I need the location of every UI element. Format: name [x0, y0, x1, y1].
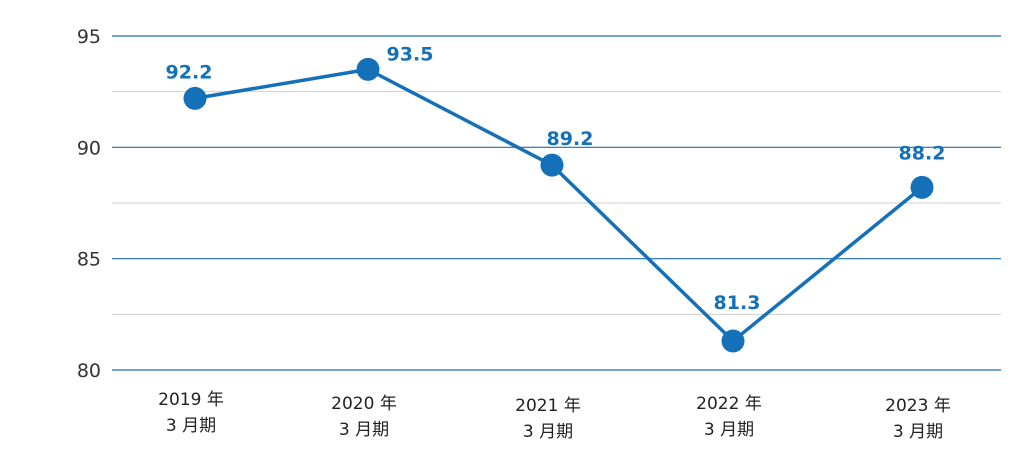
- data-label: 88.2: [899, 142, 946, 164]
- data-label: 92.2: [166, 61, 213, 83]
- x-tick-label: 2021 年: [515, 396, 581, 416]
- data-label: 81.3: [714, 292, 761, 314]
- y-tick-label: 80: [77, 360, 101, 382]
- data-point-marker: [183, 86, 207, 110]
- data-label: 93.5: [387, 43, 434, 65]
- x-tick-label: 2022 年: [696, 394, 762, 414]
- x-tick-label: 3 月期: [704, 420, 754, 440]
- data-point-marker: [910, 175, 934, 199]
- x-tick-label: 2019 年: [158, 390, 224, 410]
- data-point-marker: [540, 153, 564, 177]
- y-tick-label: 85: [77, 249, 101, 271]
- series-line: [194, 67, 924, 343]
- x-tick-label: 3 月期: [523, 422, 573, 442]
- x-tick-label: 3 月期: [339, 420, 389, 440]
- data-point-marker: [356, 57, 380, 81]
- y-tick-label: 95: [77, 26, 101, 48]
- data-point-marker: [721, 329, 745, 353]
- y-tick-label: 90: [77, 137, 101, 159]
- data-label: 89.2: [547, 128, 594, 150]
- x-tick-label: 3 月期: [166, 416, 216, 436]
- x-tick-label: 2023 年: [885, 396, 951, 416]
- x-tick-label: 3 月期: [893, 422, 943, 442]
- x-tick-label: 2020 年: [331, 394, 397, 414]
